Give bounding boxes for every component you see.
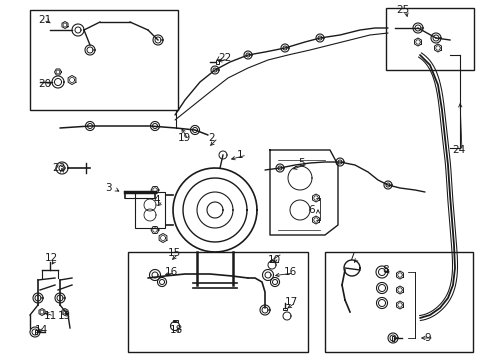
Text: 22: 22 <box>218 53 231 63</box>
Text: 5: 5 <box>297 158 304 168</box>
Bar <box>30 10 178 110</box>
Bar <box>385 8 473 70</box>
Text: 7: 7 <box>347 252 354 262</box>
Bar <box>172 320 177 322</box>
Text: 17: 17 <box>285 297 298 307</box>
Text: 14: 14 <box>35 325 48 335</box>
Text: 9: 9 <box>423 333 430 343</box>
Bar <box>325 252 472 352</box>
Text: 16: 16 <box>284 267 297 277</box>
Text: 4: 4 <box>153 195 159 205</box>
Text: 3: 3 <box>105 183 111 193</box>
Text: 19: 19 <box>178 133 191 143</box>
Text: 2: 2 <box>207 133 214 143</box>
Text: 13: 13 <box>58 311 71 321</box>
Text: 24: 24 <box>451 145 464 155</box>
Text: 15: 15 <box>168 248 181 258</box>
Polygon shape <box>173 168 257 252</box>
Text: 1: 1 <box>237 150 243 160</box>
Bar <box>128 252 307 352</box>
Text: 23: 23 <box>52 163 65 173</box>
Bar <box>35 330 37 334</box>
Bar <box>135 192 164 228</box>
Text: 25: 25 <box>395 5 408 15</box>
Bar <box>215 60 218 64</box>
Text: 6: 6 <box>307 205 314 215</box>
Text: 11: 11 <box>44 311 57 321</box>
Text: 16: 16 <box>164 267 178 277</box>
Bar <box>283 307 286 310</box>
Text: 10: 10 <box>267 255 281 265</box>
Text: 18: 18 <box>170 325 183 335</box>
Text: 20: 20 <box>38 79 51 89</box>
Polygon shape <box>269 150 337 235</box>
Bar <box>391 336 393 341</box>
Text: 8: 8 <box>381 265 388 275</box>
Text: 12: 12 <box>45 253 58 263</box>
Bar <box>269 260 273 262</box>
Text: 21: 21 <box>38 15 51 25</box>
